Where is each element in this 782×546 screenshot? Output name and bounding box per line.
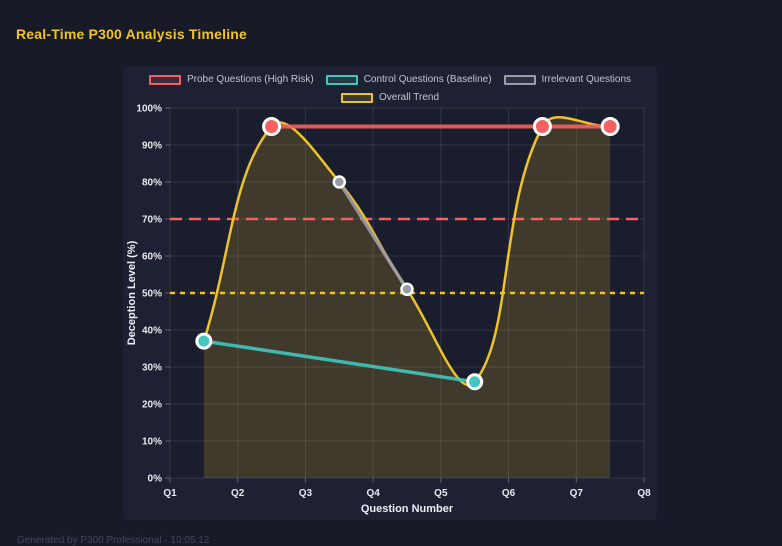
legend-item[interactable]: Probe Questions (High Risk) — [148, 73, 314, 85]
x-tick-label: Q7 — [570, 488, 584, 499]
chart-card: Probe Questions (High Risk) Control Quest… — [123, 66, 657, 520]
legend-label: Control Questions (Baseline) — [363, 73, 492, 85]
legend-item[interactable]: Irrelevant Questions — [503, 73, 632, 85]
legend-label: Irrelevant Questions — [541, 73, 632, 85]
data-point[interactable] — [332, 175, 347, 189]
x-tick-label: Q2 — [231, 488, 245, 499]
y-tick-label: 60% — [142, 252, 162, 263]
y-axis-title: Deception Level (%) — [126, 240, 138, 346]
x-tick-label: Q1 — [163, 488, 177, 499]
x-tick-label: Q4 — [366, 488, 380, 499]
y-tick-label: 0% — [148, 474, 163, 485]
data-point[interactable] — [466, 373, 484, 391]
x-tick-label: Q8 — [637, 488, 651, 499]
legend-swatch — [148, 74, 181, 85]
legend-item[interactable]: Overall Trend — [340, 91, 440, 103]
legend-row: Probe Questions (High Risk) Control Quest… — [123, 73, 657, 86]
trend-fill-area — [203, 117, 611, 478]
x-tick-label: Q5 — [434, 488, 448, 499]
legend-label: Probe Questions (High Risk) — [186, 73, 314, 85]
page-title: Real-Time P300 Analysis Timeline — [16, 26, 248, 42]
x-tick-label: Q3 — [299, 488, 313, 499]
y-tick-label: 40% — [142, 326, 162, 337]
legend-swatch — [503, 74, 536, 85]
y-tick-label: 90% — [142, 141, 162, 152]
y-tick-label: 30% — [142, 363, 162, 374]
series-line — [202, 339, 477, 384]
footer-note: Generated by P300 Professional - 10:05:1… — [17, 535, 210, 546]
y-tick-label: 70% — [142, 215, 162, 226]
data-point[interactable] — [400, 282, 414, 297]
legend-item[interactable]: Control Questions (Baseline) — [325, 73, 492, 85]
series-line — [337, 180, 409, 292]
y-tick-label: 50% — [142, 289, 162, 300]
legend-swatch — [340, 92, 373, 103]
chart-canvas: Q1 Q2 Q3 Q4 Q5 Q6 Q7 Q8 0% 10% 20% 30% 40% 50% 60% 70% 8… — [136, 104, 651, 500]
data-point[interactable] — [195, 332, 213, 350]
legend-row: Overall Trend — [123, 91, 657, 104]
y-tick-label: 100% — [136, 104, 162, 115]
y-tick-label: 10% — [142, 437, 162, 448]
y-tick-label: 80% — [142, 178, 162, 189]
data-point[interactable] — [532, 117, 552, 136]
x-axis-title: Question Number — [360, 503, 454, 515]
x-tick-label: Q6 — [502, 488, 516, 499]
legend-label: Overall Trend — [378, 91, 440, 103]
y-tick-label: 20% — [142, 400, 162, 411]
data-point[interactable] — [262, 117, 282, 136]
chart-legend: Probe Questions (High Risk) Control Quest… — [123, 73, 657, 109]
legend-swatch — [325, 74, 358, 85]
data-point[interactable] — [600, 117, 620, 136]
